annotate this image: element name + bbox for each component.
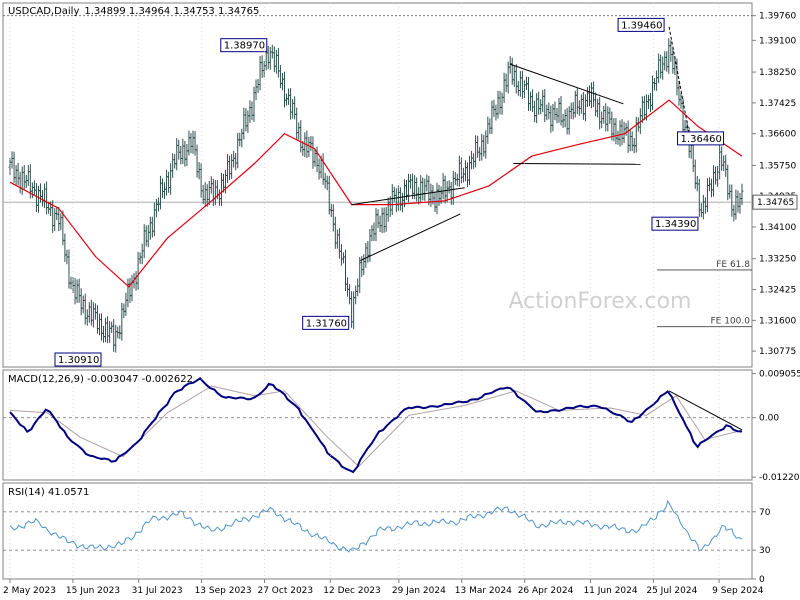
x-tick-label: 31 Jul 2023 xyxy=(132,586,183,596)
price-annotation-box xyxy=(220,38,268,53)
macd-y-tick-label: 0.009055 xyxy=(759,370,800,380)
x-tick-label: 13 Sep 2023 xyxy=(195,586,252,596)
rsi-panel-frame xyxy=(2,482,753,580)
price-annotation-box xyxy=(677,131,725,146)
fe-level-label: FE 61.8 xyxy=(716,260,750,270)
price-trendline xyxy=(513,163,641,165)
x-tick-label: 27 Oct 2023 xyxy=(257,586,313,596)
price-annotation-box xyxy=(617,17,665,32)
price-y-tick-label: 1.31600 xyxy=(759,316,796,326)
price-y-tick-label: 1.34100 xyxy=(759,223,796,233)
price-y-tick-label: 1.32425 xyxy=(759,286,796,296)
price-y-tick-label: 1.33250 xyxy=(759,255,796,265)
price-annotation-label: 1.36460 xyxy=(681,134,722,145)
price-panel: FE 61.8 FE 100.0 1.30910 1.38970 1.31760 1.39… xyxy=(3,15,752,367)
x-tick-label: 9 Sep 2024 xyxy=(712,586,764,596)
x-tick-label: 25 Jul 2024 xyxy=(646,586,697,596)
macd-panel xyxy=(3,376,752,474)
fe-level-label: FE 100.0 xyxy=(711,317,751,327)
macd-line xyxy=(9,376,743,474)
price-annotation-label: 1.34390 xyxy=(655,219,696,230)
price-y-tick-label: 1.38250 xyxy=(759,68,796,78)
price-y-tick-label: 1.30775 xyxy=(759,347,796,357)
x-tick-label: 26 Apr 2024 xyxy=(518,586,574,596)
price-annotation-box xyxy=(54,352,102,367)
x-tick-label: 13 Mar 2024 xyxy=(455,586,512,596)
price-trendline xyxy=(668,26,692,142)
price-trendline xyxy=(360,213,461,262)
watermark: ActionForex.com xyxy=(509,289,692,314)
price-trendline xyxy=(510,63,624,105)
rsi-y-tick-label: 0 xyxy=(759,575,765,585)
rsi-panel xyxy=(3,499,752,553)
macd-signal-line xyxy=(9,385,743,468)
price-annotation-label: 1.31760 xyxy=(306,318,347,329)
ohlc-values: 1.34899 1.34964 1.34753 1.34765 xyxy=(84,6,259,17)
x-tick-label: 12 Dec 2023 xyxy=(323,586,381,596)
symbol-header: USDCAD,Daily xyxy=(8,6,79,17)
price-trendline xyxy=(351,187,465,206)
price-annotation-label: 1.39460 xyxy=(621,20,662,31)
x-tick-label: 2 May 2023 xyxy=(3,586,56,596)
rsi-line xyxy=(9,499,743,553)
axes: 2 May 2023 15 Jun 2023 31 Jul 2023 13 Sep 2… xyxy=(3,3,800,596)
price-panel-frame xyxy=(2,2,753,368)
rsi-header: RSI(14) 41.0571 xyxy=(8,487,89,498)
price-annotation-label: 1.38970 xyxy=(224,41,265,52)
macd-panel-frame xyxy=(2,369,753,481)
x-tick-label: 15 Jun 2023 xyxy=(66,586,120,596)
macd-header: MACD(12,26,9) -0.003047 -0.002622 xyxy=(8,374,193,385)
x-tick-label: 11 Jun 2024 xyxy=(583,586,637,596)
x-tick-label: 29 Jan 2024 xyxy=(392,586,446,596)
price-y-tick-label: 1.36600 xyxy=(759,130,796,140)
price-header: USDCAD,Daily 1.34899 1.34964 1.34753 1.34… xyxy=(8,6,259,17)
price-y-tick-label: 1.35750 xyxy=(759,161,796,171)
last-price-box xyxy=(752,194,798,210)
price-annotation-box xyxy=(302,315,350,330)
macd-y-tick-label: 0.00 xyxy=(759,414,779,424)
price-y-tick-label: 1.37425 xyxy=(759,99,796,109)
last-price-label: 1.34765 xyxy=(757,198,794,208)
rsi-y-tick-label: 70 xyxy=(759,508,771,518)
macd-y-tick-label: -0.012209 xyxy=(759,473,800,483)
rsi-y-tick-label: 30 xyxy=(759,546,771,556)
price-y-tick-label: 1.39760 xyxy=(759,12,796,22)
price-annotation-box xyxy=(651,216,699,231)
price-y-tick-label: 1.39100 xyxy=(759,36,796,46)
macd-trendline xyxy=(668,390,743,431)
price-annotation-label: 1.30910 xyxy=(58,355,99,366)
